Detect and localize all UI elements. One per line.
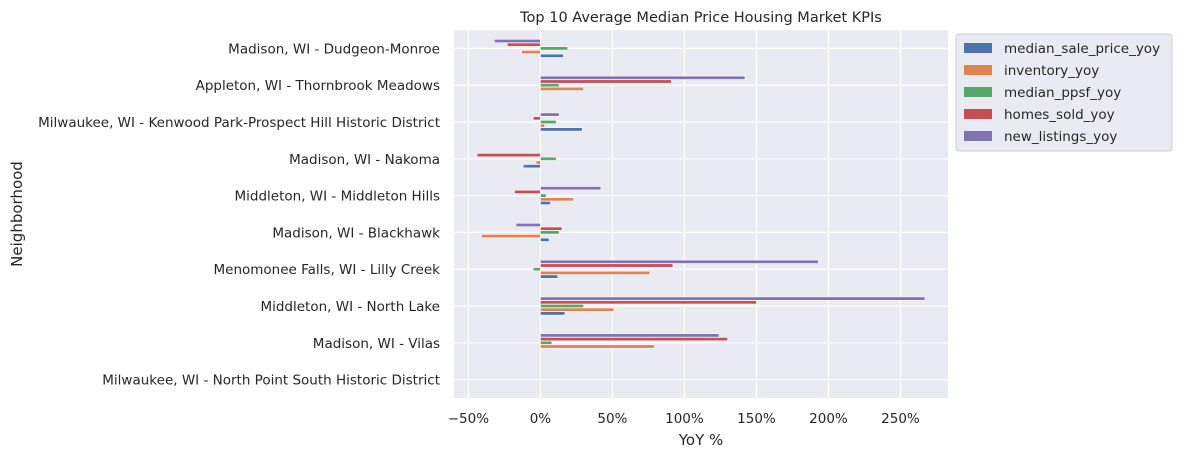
- bar-new_listings_yoy: [540, 75, 746, 80]
- gridlines: [454, 30, 948, 398]
- x-axis-label: YoY %: [678, 431, 724, 449]
- x-tick-labels: −50% 0% 50% 100% 150% 200% 250%: [448, 411, 920, 427]
- bar-homes_sold_yoy: [540, 79, 672, 84]
- legend-swatch: [964, 109, 992, 119]
- y-tick-label: Middleton, WI - Middleton Hills: [235, 189, 441, 205]
- bar-median_ppsf_yoy: [532, 267, 541, 272]
- bar-homes_sold_yoy: [540, 300, 757, 305]
- x-tick-label: −50%: [448, 411, 489, 427]
- legend-label: homes_sold_yoy: [1004, 107, 1115, 123]
- legend-label: inventory_yoy: [1004, 63, 1099, 79]
- x-tick-label: 200%: [809, 411, 848, 427]
- legend-label: median_ppsf_yoy: [1004, 85, 1121, 101]
- legend-swatch: [964, 87, 992, 97]
- bar-new_listings_yoy: [540, 259, 819, 264]
- bar-inventory_yoy: [540, 197, 574, 202]
- legend-swatch: [964, 131, 992, 141]
- legend-frame: [955, 33, 1173, 152]
- bar-homes_sold_yoy: [540, 226, 563, 231]
- bar-median_ppsf_yoy: [540, 193, 547, 198]
- bar-median_sale_price_yoy: [540, 237, 550, 242]
- x-tick-label: 250%: [881, 411, 920, 427]
- bar-median_ppsf_yoy: [540, 230, 560, 235]
- bar-new_listings_yoy: [540, 112, 560, 117]
- bar-median_sale_price_yoy: [540, 90, 542, 95]
- bar-inventory_yoy: [540, 86, 584, 91]
- bar-median_ppsf_yoy: [540, 340, 553, 345]
- bar-new_listings_yoy: [540, 296, 926, 301]
- bar-median_ppsf_yoy: [540, 83, 560, 88]
- bar-median_ppsf_yoy: [540, 303, 584, 308]
- bar-inventory_yoy: [540, 307, 615, 312]
- x-tick-label: 100%: [665, 411, 704, 427]
- bar-marks: [476, 38, 926, 353]
- legend-swatch: [964, 43, 992, 53]
- y-axis-label: Neighborhood: [8, 161, 26, 267]
- y-tick-label: Madison, WI - Blackhawk: [272, 225, 440, 241]
- bar-median_sale_price_yoy: [540, 127, 583, 132]
- bar-inventory_yoy: [521, 50, 541, 55]
- bar-new_listings_yoy: [494, 38, 541, 43]
- y-tick-labels: Madison, WI - Dudgeon-Monroe Appleton, WI…: [38, 41, 440, 388]
- x-tick-label: 0%: [530, 411, 552, 427]
- y-tick-label: Madison, WI - Nakoma: [289, 152, 440, 168]
- bar-median_sale_price_yoy: [540, 53, 564, 58]
- bar-median_sale_price_yoy: [540, 311, 566, 316]
- bar-homes_sold_yoy: [514, 189, 541, 194]
- bar-new_listings_yoy: [540, 333, 720, 338]
- x-tick-label: 50%: [597, 411, 627, 427]
- y-tick-label: Appleton, WI - Thornbrook Meadows: [196, 78, 440, 94]
- bar-median_sale_price_yoy: [522, 164, 541, 169]
- bar-inventory_yoy: [540, 123, 546, 128]
- x-tick-label: 150%: [737, 411, 776, 427]
- bar-inventory_yoy: [535, 160, 541, 165]
- y-tick-label: Milwaukee, WI - North Point South Histor…: [102, 373, 440, 389]
- y-tick-label: Madison, WI - Dudgeon-Monroe: [228, 41, 440, 57]
- bar-homes_sold_yoy: [540, 263, 674, 268]
- y-tick-label: Menomonee Falls, WI - Lilly Creek: [213, 262, 440, 278]
- bar-median_ppsf_yoy: [540, 46, 569, 51]
- bar-median_ppsf_yoy: [540, 156, 557, 161]
- y-tick-label: Middleton, WI - North Lake: [260, 299, 440, 315]
- y-tick-label: Madison, WI - Vilas: [313, 336, 440, 352]
- bar-inventory_yoy: [540, 344, 655, 349]
- legend-swatch: [964, 65, 992, 75]
- bar-new_listings_yoy: [515, 223, 541, 228]
- legend: median_sale_price_yoy inventory_yoymedian…: [955, 33, 1173, 152]
- bar-new_listings_yoy: [540, 186, 602, 191]
- bar-inventory_yoy: [540, 270, 651, 275]
- bar-new_listings_yoy: [540, 149, 542, 154]
- bar-median_ppsf_yoy: [540, 120, 557, 125]
- bar-homes_sold_yoy: [506, 42, 541, 47]
- legend-label: median_sale_price_yoy: [1004, 41, 1160, 57]
- legend-label: new_listings_yoy: [1004, 129, 1117, 145]
- y-tick-label: Milwaukee, WI - Kenwood Park-Prospect Hi…: [38, 115, 440, 131]
- bar-homes_sold_yoy: [540, 337, 728, 342]
- bar-homes_sold_yoy: [532, 116, 541, 121]
- bar-homes_sold_yoy: [476, 153, 541, 158]
- bar-median_sale_price_yoy: [540, 201, 551, 206]
- chart-title: Top 10 Average Median Price Housing Mark…: [519, 10, 882, 26]
- bar-median_sale_price_yoy: [540, 348, 542, 353]
- bar-inventory_yoy: [481, 234, 541, 239]
- bar-median_sale_price_yoy: [540, 274, 558, 279]
